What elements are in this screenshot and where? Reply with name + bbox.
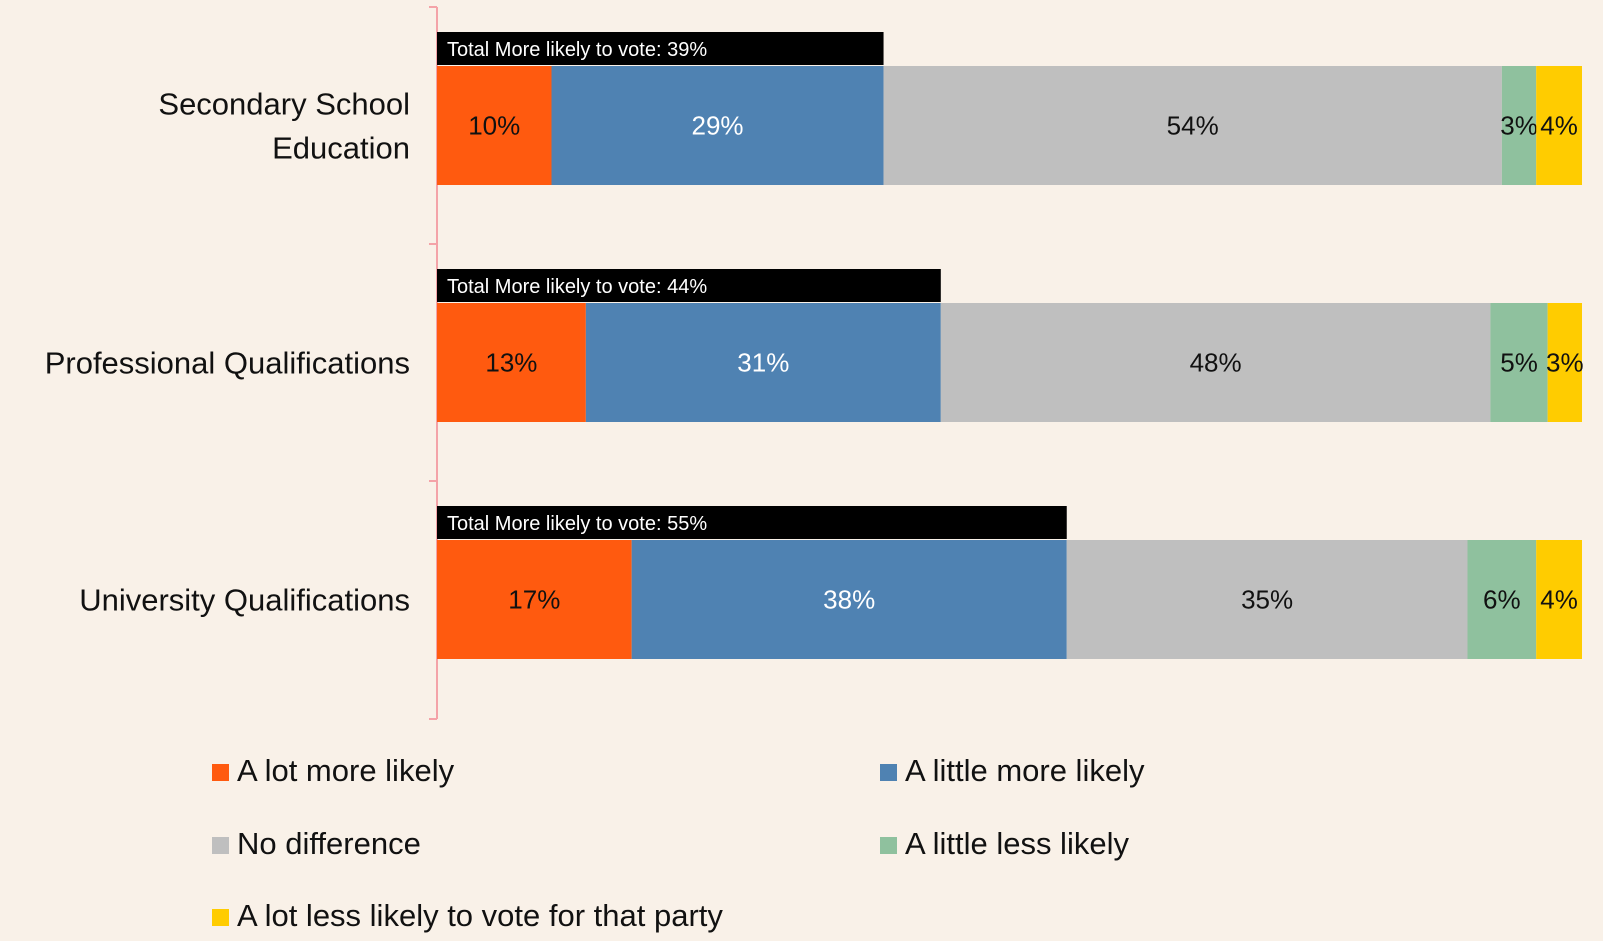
data-label: 3% — [1500, 111, 1538, 141]
bar-segment — [437, 540, 632, 659]
category-label: University Qualifications — [79, 583, 410, 618]
legend-label: A little less likely — [905, 826, 1129, 861]
data-label: 10% — [468, 111, 520, 141]
legend-label: A lot more likely — [237, 753, 455, 788]
category-label: Education — [272, 131, 410, 166]
category-label: Secondary School — [158, 87, 410, 122]
data-label: 5% — [1500, 348, 1538, 378]
legend-swatch — [880, 837, 897, 854]
data-label: 3% — [1546, 348, 1584, 378]
bar-segment — [1501, 66, 1537, 185]
category-label: Professional Qualifications — [45, 346, 410, 381]
data-label: 6% — [1483, 585, 1521, 615]
legend-swatch — [880, 764, 897, 781]
legend-label: No difference — [237, 826, 421, 861]
data-label: 38% — [823, 585, 875, 615]
total-label: Total More likely to vote: 39% — [447, 39, 707, 61]
bar-segment — [1547, 303, 1582, 422]
legend-label: A lot less likely to vote for that party — [237, 898, 723, 933]
bar-segment — [437, 66, 552, 185]
bar-segment — [1536, 540, 1582, 659]
data-label: 4% — [1540, 111, 1578, 141]
data-label: 4% — [1540, 585, 1578, 615]
data-label: 13% — [485, 348, 537, 378]
bar-segment — [1490, 303, 1548, 422]
data-label: 31% — [737, 348, 789, 378]
bar-segment — [1066, 540, 1468, 659]
total-bar — [437, 32, 884, 65]
legend-swatch — [212, 837, 229, 854]
bar-segment — [437, 303, 586, 422]
bar-segment — [883, 66, 1502, 185]
bar-segment — [940, 303, 1491, 422]
data-label: 35% — [1241, 585, 1293, 615]
bar-segment — [585, 303, 941, 422]
bar-segment — [551, 66, 884, 185]
total-bar — [437, 506, 1067, 539]
total-label: Total More likely to vote: 55% — [447, 513, 707, 535]
bar-segment — [1467, 540, 1537, 659]
total-bar — [437, 269, 941, 302]
total-label: Total More likely to vote: 44% — [447, 276, 707, 298]
data-label: 29% — [692, 111, 744, 141]
data-label: 48% — [1190, 348, 1242, 378]
bar-segment — [631, 540, 1067, 659]
legend-swatch — [212, 909, 229, 926]
bar-segment — [1536, 66, 1582, 185]
data-label: 17% — [508, 585, 560, 615]
data-label: 54% — [1167, 111, 1219, 141]
legend-swatch — [212, 764, 229, 781]
legend-label: A little more likely — [905, 753, 1145, 788]
